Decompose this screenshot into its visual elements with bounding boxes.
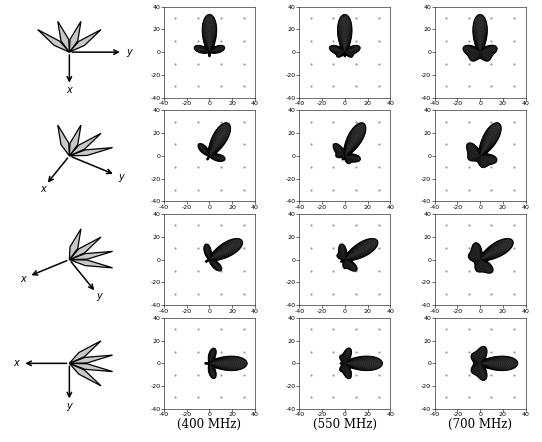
Polygon shape <box>69 363 113 372</box>
Text: y: y <box>126 47 132 57</box>
Text: (700 MHz): (700 MHz) <box>448 418 512 431</box>
Polygon shape <box>69 229 81 259</box>
Polygon shape <box>198 123 230 161</box>
Polygon shape <box>463 15 497 61</box>
Text: y: y <box>118 172 124 182</box>
Text: y: y <box>67 401 72 411</box>
Polygon shape <box>69 148 113 156</box>
Polygon shape <box>467 123 501 168</box>
Text: x: x <box>67 85 72 95</box>
Polygon shape <box>205 348 247 378</box>
Polygon shape <box>69 30 101 52</box>
Polygon shape <box>471 347 518 380</box>
Polygon shape <box>58 21 69 52</box>
Polygon shape <box>69 251 113 259</box>
Text: (400 MHz): (400 MHz) <box>177 418 241 431</box>
Polygon shape <box>69 341 101 363</box>
Polygon shape <box>330 15 360 57</box>
Text: x: x <box>13 358 19 368</box>
Polygon shape <box>38 30 69 52</box>
Text: (550 MHz): (550 MHz) <box>313 418 377 431</box>
Polygon shape <box>195 15 224 57</box>
Polygon shape <box>69 363 101 386</box>
Polygon shape <box>69 259 113 268</box>
Polygon shape <box>58 125 69 156</box>
Polygon shape <box>204 239 242 271</box>
Polygon shape <box>69 21 81 52</box>
Polygon shape <box>333 123 366 164</box>
Text: x: x <box>21 274 26 284</box>
Polygon shape <box>69 355 113 363</box>
Polygon shape <box>69 237 101 259</box>
Polygon shape <box>337 239 378 271</box>
Polygon shape <box>468 239 513 273</box>
Text: y: y <box>96 291 102 301</box>
Polygon shape <box>69 125 81 156</box>
Text: x: x <box>40 184 46 194</box>
Polygon shape <box>340 348 382 379</box>
Polygon shape <box>69 133 101 156</box>
